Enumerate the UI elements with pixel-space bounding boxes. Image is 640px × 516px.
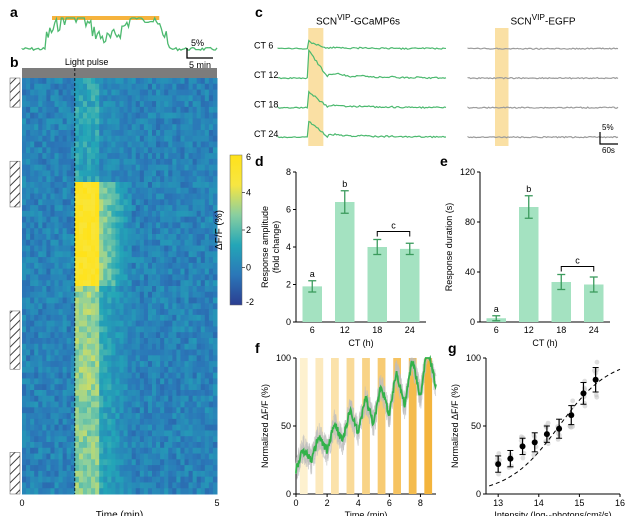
- svg-text:Normalized ΔF/F (%): Normalized ΔF/F (%): [450, 384, 460, 468]
- svg-text:c: c: [391, 221, 396, 231]
- svg-text:6: 6: [387, 498, 392, 508]
- svg-text:0: 0: [286, 489, 291, 499]
- svg-text:2: 2: [246, 225, 251, 235]
- svg-text:CT (h): CT (h): [348, 338, 373, 348]
- svg-text:0: 0: [293, 498, 298, 508]
- svg-text:0: 0: [19, 498, 24, 508]
- svg-text:0: 0: [286, 317, 291, 327]
- svg-text:100: 100: [276, 353, 291, 363]
- svg-text:6: 6: [246, 152, 251, 162]
- figure-svg: 5%5 minLight pulseCT (h)05Time (min)6-24…: [0, 0, 640, 516]
- svg-text:a: a: [494, 304, 499, 314]
- svg-text:12: 12: [524, 325, 534, 335]
- svg-text:6: 6: [286, 205, 291, 215]
- panel-c-label: c: [255, 4, 263, 20]
- svg-text:12: 12: [340, 325, 350, 335]
- panel-g-label: g: [448, 340, 457, 356]
- panel-a-label: a: [10, 4, 18, 20]
- svg-text:CT 24: CT 24: [254, 129, 278, 139]
- svg-text:b: b: [342, 179, 347, 189]
- svg-text:4: 4: [356, 498, 361, 508]
- svg-text:8: 8: [418, 498, 423, 508]
- svg-text:6: 6: [494, 325, 499, 335]
- panel-b-label: b: [10, 54, 19, 70]
- svg-text:CT (h): CT (h): [0, 267, 1, 295]
- svg-text:c: c: [575, 256, 580, 266]
- svg-text:13: 13: [493, 498, 503, 508]
- svg-text:Response duration (s): Response duration (s): [444, 203, 454, 292]
- svg-text:0: 0: [476, 489, 481, 499]
- svg-text:14: 14: [534, 498, 544, 508]
- svg-text:0: 0: [246, 263, 251, 273]
- svg-text:80: 80: [465, 217, 475, 227]
- svg-text:60s: 60s: [602, 146, 615, 155]
- svg-text:Intensity (log₁₀photons/cm²/s): Intensity (log₁₀photons/cm²/s): [494, 510, 611, 516]
- svg-text:50: 50: [471, 421, 481, 431]
- svg-text:5%: 5%: [191, 38, 204, 48]
- svg-text:2: 2: [286, 280, 291, 290]
- svg-text:CT (h): CT (h): [532, 338, 557, 348]
- panel-e-label: e: [440, 153, 448, 169]
- svg-text:0: 0: [470, 317, 475, 327]
- svg-text:24: 24: [589, 325, 599, 335]
- svg-text:Time (min): Time (min): [345, 510, 388, 516]
- svg-text:100: 100: [466, 353, 481, 363]
- svg-text:15: 15: [574, 498, 584, 508]
- svg-text:CT 12: CT 12: [254, 70, 278, 80]
- svg-text:Time (min): Time (min): [96, 510, 143, 516]
- svg-text:50: 50: [281, 421, 291, 431]
- svg-text:18: 18: [556, 325, 566, 335]
- svg-text:8: 8: [286, 167, 291, 177]
- svg-text:ΔF/F (%): ΔF/F (%): [214, 210, 225, 250]
- svg-text:40: 40: [465, 267, 475, 277]
- svg-text:Response amplitude(fold change: Response amplitude(fold change): [260, 206, 281, 288]
- svg-text:18: 18: [372, 325, 382, 335]
- svg-text:16: 16: [615, 498, 625, 508]
- svg-text:6: 6: [310, 325, 315, 335]
- svg-text:4: 4: [246, 188, 251, 198]
- panel-f-label: f: [255, 340, 260, 356]
- svg-text:4: 4: [286, 242, 291, 252]
- svg-text:CT 6: CT 6: [254, 41, 273, 51]
- svg-text:b: b: [526, 184, 531, 194]
- svg-text:2: 2: [325, 498, 330, 508]
- svg-text:a: a: [310, 269, 315, 279]
- svg-text:CT 18: CT 18: [254, 100, 278, 110]
- svg-text:5%: 5%: [602, 123, 614, 132]
- svg-text:Normalized ΔF/F (%): Normalized ΔF/F (%): [260, 384, 270, 468]
- svg-text:-2: -2: [246, 297, 254, 307]
- panel-d-label: d: [255, 153, 264, 169]
- svg-text:24: 24: [405, 325, 415, 335]
- svg-text:5: 5: [214, 498, 219, 508]
- svg-text:120: 120: [460, 167, 475, 177]
- svg-text:Light pulse: Light pulse: [65, 57, 109, 67]
